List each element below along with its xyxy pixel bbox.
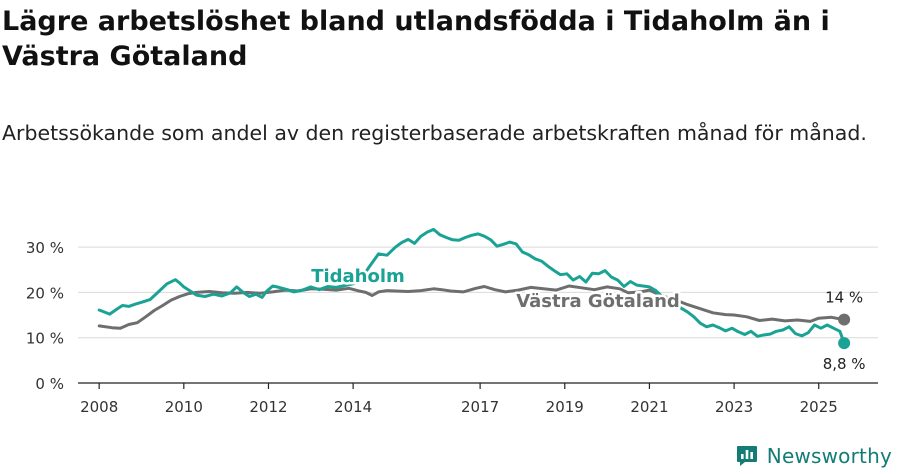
series-lines <box>97 227 851 350</box>
y-tick-label: 30 % <box>26 239 64 257</box>
newsworthy-brand: Newsworthy <box>735 444 892 468</box>
x-tick-label: 2021 <box>630 398 668 416</box>
x-axis: 2008 2010 2012 2014 2017 2019 2021 2023 2025 <box>78 382 878 416</box>
series-label-vastra-gotaland: Västra Götaland <box>516 291 680 312</box>
brand-name: Newsworthy <box>766 444 892 468</box>
end-label-vastra-gotaland: 14 % <box>825 289 863 307</box>
x-tick-label: 2019 <box>546 398 584 416</box>
x-tick-label: 2008 <box>80 398 118 416</box>
x-tick-label: 2017 <box>461 398 499 416</box>
y-tick-label: 10 % <box>26 330 64 348</box>
series-label-tidaholm-halo: Tidaholm <box>311 266 405 287</box>
series-label-vastra-gotaland-halo: Västra Götaland <box>516 291 680 312</box>
series-line-tidaholm <box>97 227 846 345</box>
series-line-vastra-gotaland <box>97 284 846 330</box>
x-tick-label: 2025 <box>800 398 838 416</box>
end-point-tidaholm <box>838 337 851 350</box>
x-tick-label: 2023 <box>715 398 753 416</box>
end-point-vastra-gotaland <box>838 313 851 326</box>
y-tick-label: 0 % <box>35 375 64 393</box>
y-tick-label: 20 % <box>26 284 64 302</box>
series-label-tidaholm: Tidaholm <box>311 266 405 287</box>
chart-subtitle: Arbetssökande som andel av den registerb… <box>2 121 867 145</box>
end-label-tidaholm: 8,8 % <box>823 355 866 373</box>
x-tick-label: 2010 <box>165 398 203 416</box>
x-tick-label: 2012 <box>249 398 287 416</box>
y-axis-tick-labels: 0 % 10 % 20 % 30 % <box>26 239 64 393</box>
newsworthy-logo-icon <box>736 446 757 466</box>
chart-title: Lägre arbetslöshet bland utlandsfödda i … <box>2 6 830 72</box>
x-tick-label: 2014 <box>334 398 372 416</box>
